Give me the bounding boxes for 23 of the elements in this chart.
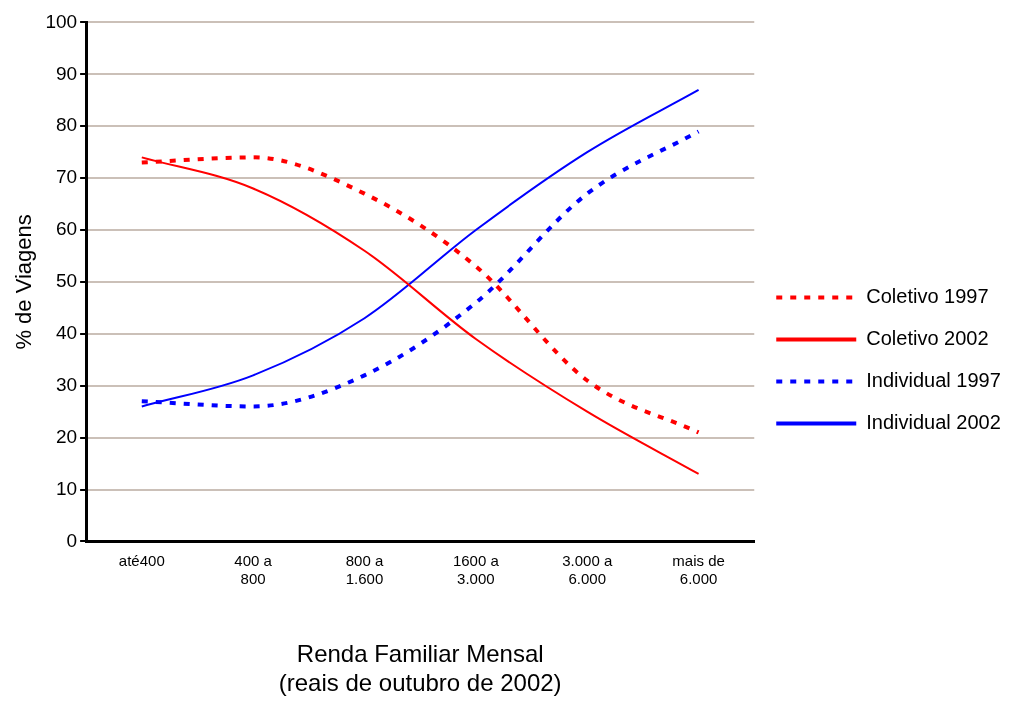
y-tick-label: 30	[55, 373, 78, 395]
x-tick-label: até400	[118, 551, 165, 569]
y-tick-label: 50	[55, 270, 78, 292]
legend-label: Individual 1997	[866, 369, 1001, 392]
legend-label: Coletivo 1997	[866, 285, 989, 308]
y-tick-label: 70	[55, 166, 78, 188]
y-tick-label: 40	[55, 322, 78, 344]
x-tick-label: mais de 6.000	[672, 551, 725, 587]
y-tick-label: 0	[66, 529, 78, 551]
legend-label: Individual 2002	[866, 411, 1001, 434]
legend-label: Coletivo 2002	[866, 327, 989, 350]
y-tick-label: 10	[55, 477, 78, 499]
x-axis-title: Renda Familiar Mensal (reais de outubro de 2002)	[278, 640, 562, 697]
x-tick-label: 800 a 1.600	[345, 551, 384, 587]
y-tick-label: 90	[55, 62, 78, 84]
y-tick-label: 20	[55, 425, 78, 447]
x-tick-label: 3.000 a 6.000	[562, 551, 613, 587]
y-tick-label: 100	[45, 10, 78, 32]
x-tick-label: 1600 a 3.000	[452, 551, 500, 587]
y-axis-title: % de Viagens	[11, 214, 37, 350]
y-tick-label: 80	[55, 114, 78, 136]
y-tick-label: 60	[55, 218, 78, 240]
x-tick-label: 400 a 800	[234, 551, 273, 587]
